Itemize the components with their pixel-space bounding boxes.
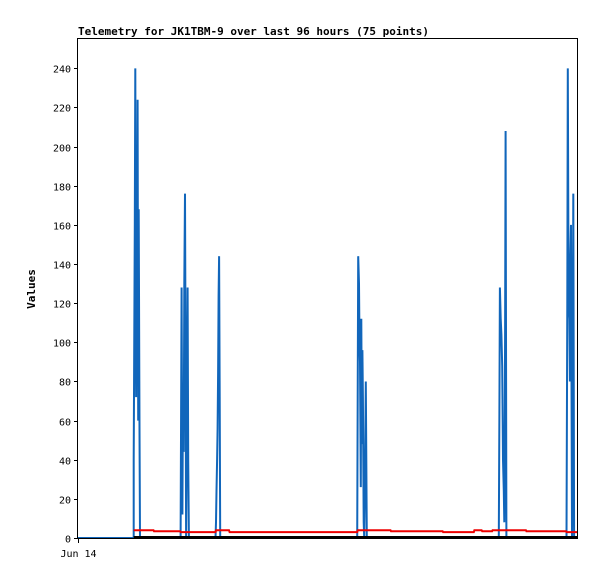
y-tick-label: 200 (53, 144, 71, 155)
y-tick-label: 40 (59, 457, 71, 468)
x-tick-label: Jun 14 (60, 549, 96, 560)
plot-area-frame (77, 38, 578, 539)
y-tick-label: 80 (59, 378, 71, 389)
y-tick-label: 100 (53, 339, 71, 350)
y-tick-label: 240 (53, 65, 71, 76)
y-tick-label: 180 (53, 183, 71, 194)
y-tick-label: 220 (53, 104, 71, 115)
y-tick-label: 0 (65, 535, 71, 546)
y-ticks: 0 20 40 60 80 100 120 140 160 180 200 220 240 (53, 65, 78, 546)
y-tick-label: 160 (53, 222, 71, 233)
y-tick-label: 20 (59, 496, 71, 507)
y-tick-label: 60 (59, 418, 71, 429)
y-tick-label: 120 (53, 300, 71, 311)
y-tick-label: 140 (53, 261, 71, 272)
series-line-1 (133, 529, 578, 534)
chart-title: Telemetry for JK1TBM-9 over last 96 hour… (78, 25, 429, 38)
y-axis-label: Values (25, 269, 38, 309)
